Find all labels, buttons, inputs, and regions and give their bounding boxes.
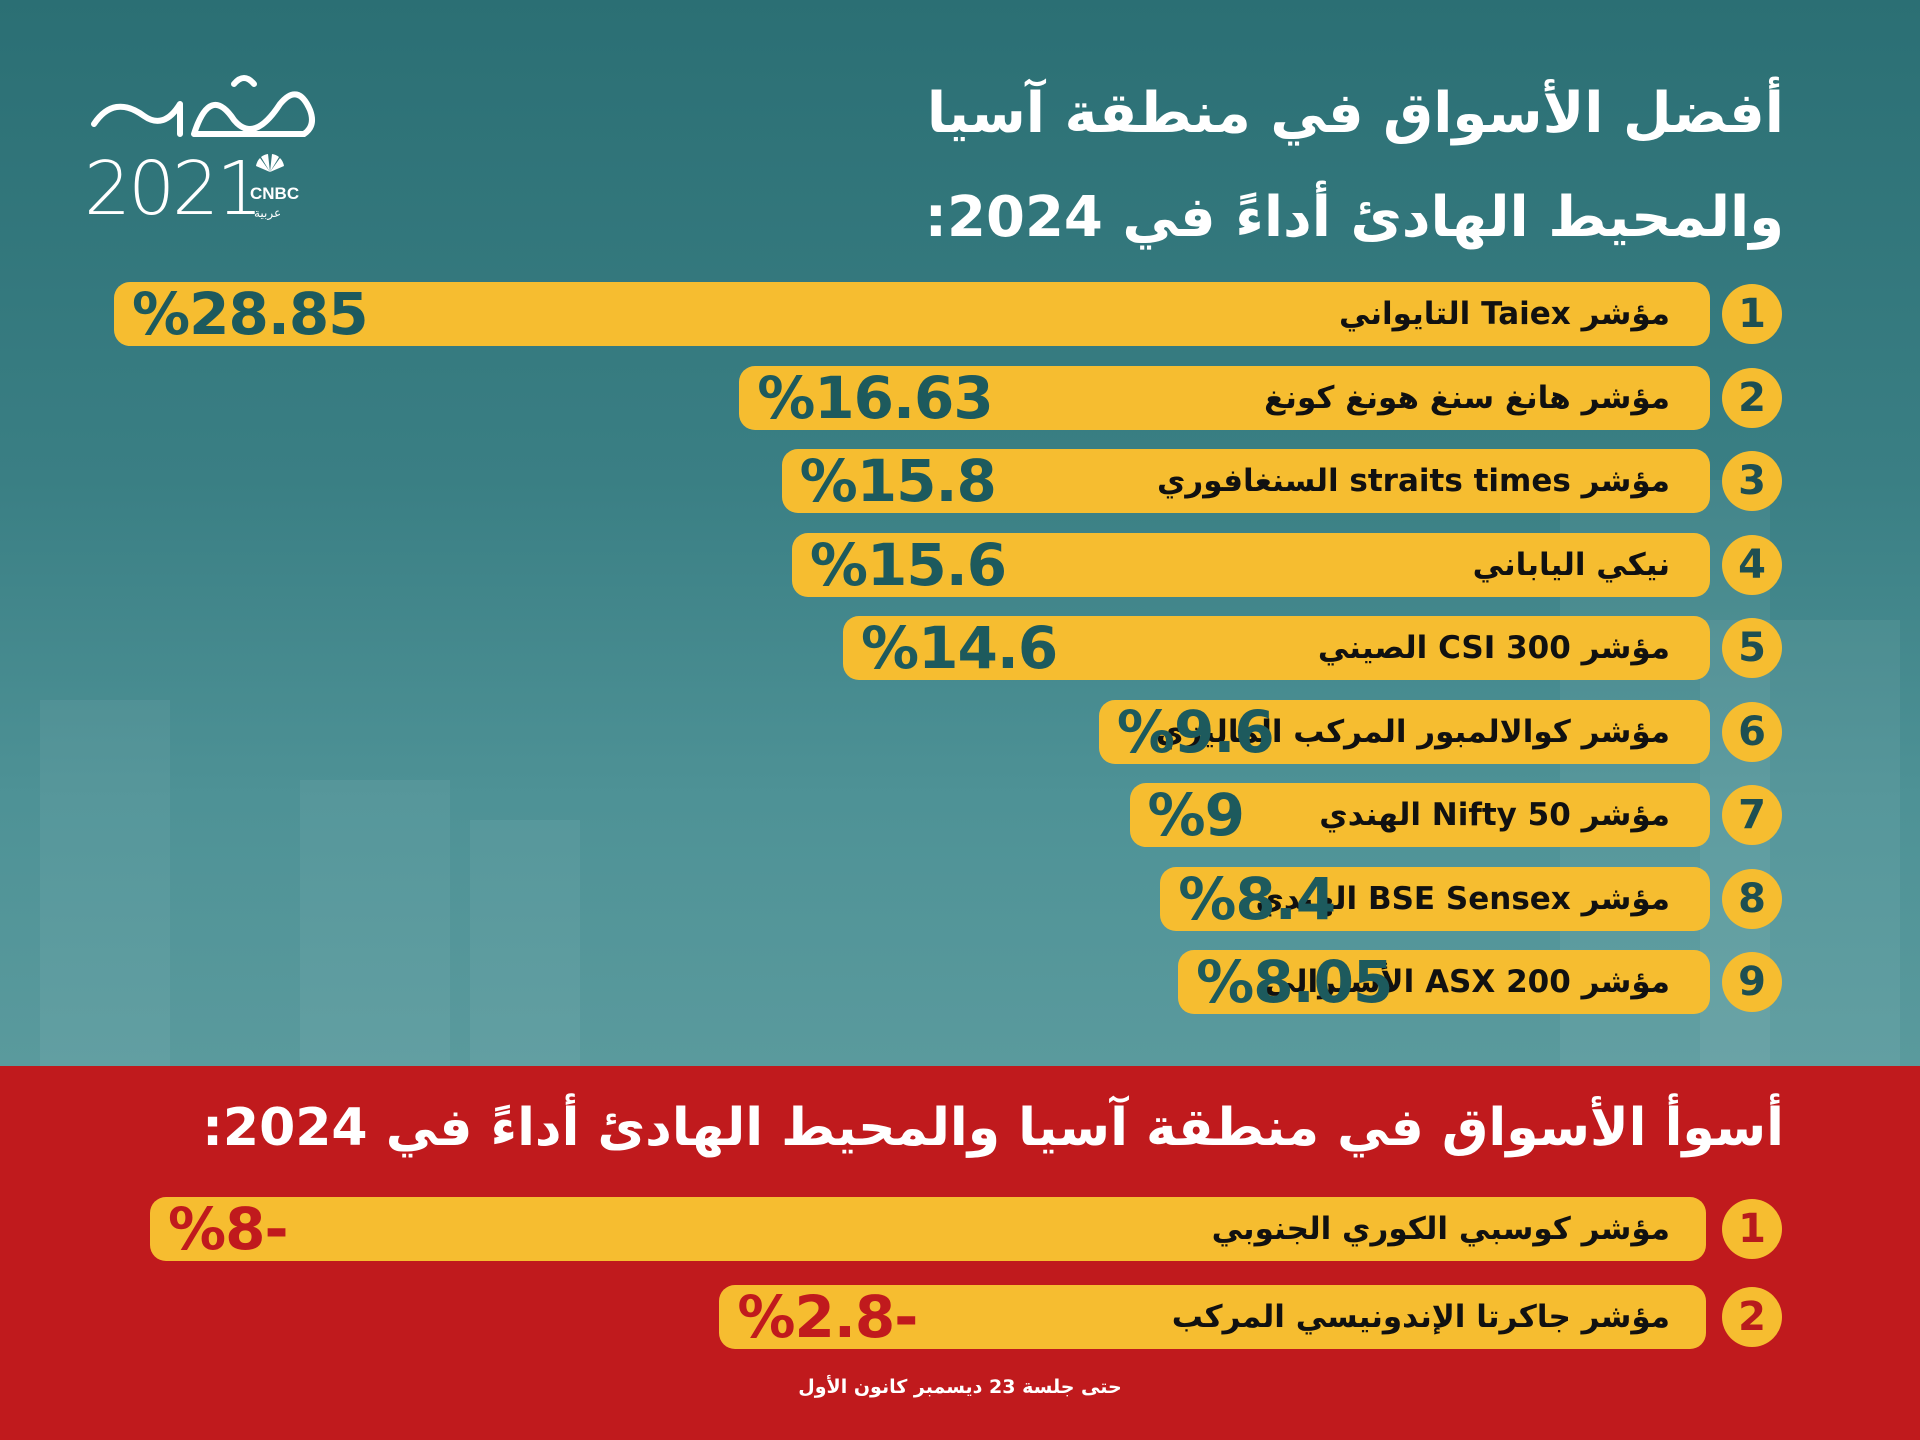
rank-badge: 5 xyxy=(1722,618,1782,678)
bar-category-label: مؤشر CSI 300 الصيني xyxy=(1317,630,1670,666)
bar-row: مؤشر جاكرتا الإندونيسي المركب %2.8- 2 xyxy=(0,1283,1920,1351)
bar xyxy=(719,1285,1706,1349)
cnbc-wordmark: CNBC xyxy=(250,184,300,203)
footnote: حتى جلسة 23 ديسمبر كانون الأول xyxy=(798,1376,1122,1398)
rank-badge: 2 xyxy=(1722,367,1782,428)
bar-category-label: مؤشر straits times السنغافوري xyxy=(1157,463,1670,499)
bar-category-label: مؤشر هانغ سنغ هونغ كونغ xyxy=(1264,379,1670,416)
bar-category-label: مؤشر كوسبي الكوري الجنوبي xyxy=(1211,1211,1670,1247)
bar-value-label: %15.8 xyxy=(799,447,997,515)
rank-badge: 7 xyxy=(1722,785,1782,845)
bar xyxy=(739,365,1710,430)
bar-row: مؤشر ASX 200 الأسترالي %8.05 9 xyxy=(0,948,1920,1016)
bar-value-label: %14.6 xyxy=(861,614,1058,682)
bar-value-label: %8.05 xyxy=(1196,948,1393,1016)
rank-badge: 3 xyxy=(1722,451,1782,511)
title-line-1: أفضل الأسواق في منطقة آسيا xyxy=(926,81,1784,146)
background-bar-decoration xyxy=(470,820,580,1066)
bar-value-label: %2.8- xyxy=(737,1283,918,1351)
cnbc-peacock-icon xyxy=(256,154,284,172)
harvest-2021-logo: 2021 CNBC عربية xyxy=(84,64,324,234)
bar xyxy=(843,616,1710,680)
bar-category-label: نيكي الياباني xyxy=(1472,546,1670,583)
bar-row: مؤشر straits times السنغافوري %15.8 3 xyxy=(0,447,1920,515)
harvest-script-icon xyxy=(91,75,315,172)
bar-category-label: مؤشر BSE Sensex الهندي xyxy=(1255,880,1670,917)
bar-row: نيكي الياباني %15.6 4 xyxy=(0,530,1920,599)
rank-badge: 8 xyxy=(1722,868,1782,929)
title-line-2: والمحيط الهادئ أداءً في 2024: xyxy=(924,185,1784,250)
bar-value-label: %8- xyxy=(168,1195,289,1263)
rank-badge: 9 xyxy=(1722,952,1782,1012)
bar-row: مؤشر هانغ سنغ هونغ كونغ %16.63 2 xyxy=(0,363,1920,432)
bar xyxy=(1098,699,1710,764)
bar xyxy=(1160,866,1710,931)
bar-category-label: مؤشر كوالالمبور المركب الماليزي xyxy=(1155,713,1670,750)
bar xyxy=(791,532,1710,597)
bar-value-label: %16.63 xyxy=(757,363,994,432)
cnbc-arabic-wordmark: عربية xyxy=(254,206,282,220)
bar xyxy=(114,282,1710,346)
bar-row: مؤشر كوالالمبور المركب الماليزي %9.6 6 xyxy=(0,697,1920,766)
logo-year: 2021 xyxy=(84,146,263,232)
bar-category-label: مؤشر جاكرتا الإندونيسي المركب xyxy=(1171,1299,1670,1335)
bar-category-label: مؤشر Taiex التايواني xyxy=(1339,296,1670,332)
bar-value-label: %28.85 xyxy=(132,280,369,348)
background-bar-decoration xyxy=(300,780,450,1066)
worst-markets-title: أسوأ الأسواق في منطقة آسيا والمحيط الهاد… xyxy=(202,1098,1784,1158)
best-markets-title: أفضل الأسواق في منطقة آسيا والمحيط الهاد… xyxy=(584,62,1784,270)
bar-value-label: %9 xyxy=(1147,781,1245,849)
rank-badge: 1 xyxy=(1722,1199,1782,1259)
bar-row: مؤشر BSE Sensex الهندي %8.4 8 xyxy=(0,864,1920,933)
bar-row: مؤشر CSI 300 الصيني %14.6 5 xyxy=(0,614,1920,682)
bar xyxy=(1178,950,1710,1014)
bar-value-label: %9.6 xyxy=(1116,697,1275,766)
bar xyxy=(1129,783,1710,847)
bar xyxy=(781,449,1710,513)
bar-row: مؤشر كوسبي الكوري الجنوبي %8- 1 xyxy=(0,1195,1920,1263)
rank-badge: 4 xyxy=(1722,534,1782,595)
bar-row: مؤشر Nifty 50 الهندي %9 7 xyxy=(0,781,1920,849)
background-bar-decoration xyxy=(40,700,170,1066)
bar-row: مؤشر Taiex التايواني %28.85 1 xyxy=(0,280,1920,348)
rank-badge: 1 xyxy=(1722,284,1782,344)
rank-badge: 2 xyxy=(1722,1287,1782,1347)
bar-value-label: %8.4 xyxy=(1178,864,1336,933)
bar-category-label: مؤشر ASX 200 الأسترالي xyxy=(1264,964,1671,1000)
bar xyxy=(150,1197,1706,1261)
bar-category-label: مؤشر Nifty 50 الهندي xyxy=(1319,797,1670,833)
bar-value-label: %15.6 xyxy=(809,530,1007,599)
rank-badge: 6 xyxy=(1722,701,1782,762)
